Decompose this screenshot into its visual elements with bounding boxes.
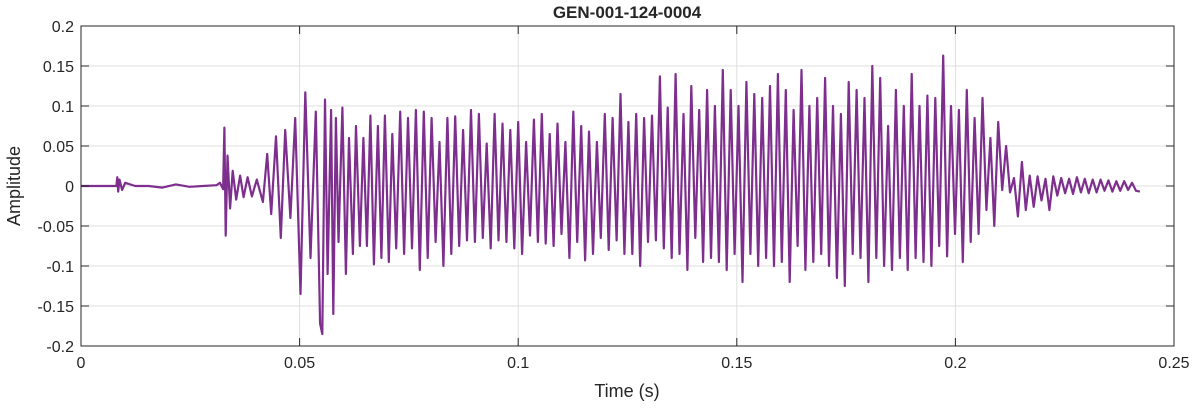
y-tick-label: -0.1 xyxy=(46,259,74,276)
y-tick-label: 0 xyxy=(65,179,74,196)
series-group xyxy=(81,54,1141,336)
chart-title: GEN-001-124-0004 xyxy=(553,3,702,22)
y-tick-label: 0.15 xyxy=(43,59,74,76)
x-tick-label: 0.15 xyxy=(721,355,752,372)
x-tick-label: 0.2 xyxy=(944,355,966,372)
y-tick-label: 0.2 xyxy=(52,19,74,36)
waveform-line xyxy=(81,54,1141,336)
x-tick-label: 0.05 xyxy=(284,355,315,372)
y-tick-label: -0.05 xyxy=(38,219,75,236)
y-tick-label: 0.1 xyxy=(52,99,74,116)
y-axis-label: Amplitude xyxy=(4,146,24,226)
y-tick-label: 0.05 xyxy=(43,139,74,156)
y-ticks: -0.2 -0.15 -0.1 -0.05 0 0.05 0.1 0.15 0.2 xyxy=(38,19,1174,356)
x-tick-label: 0 xyxy=(77,355,86,372)
x-tick-label: 0.25 xyxy=(1158,355,1189,372)
x-axis-label: Time (s) xyxy=(594,381,659,401)
x-tick-label: 0.1 xyxy=(507,355,529,372)
y-tick-label: -0.15 xyxy=(38,299,75,316)
y-tick-label: -0.2 xyxy=(46,339,74,356)
x-ticks: 0 0.05 0.1 0.15 0.2 0.25 xyxy=(77,26,1190,372)
